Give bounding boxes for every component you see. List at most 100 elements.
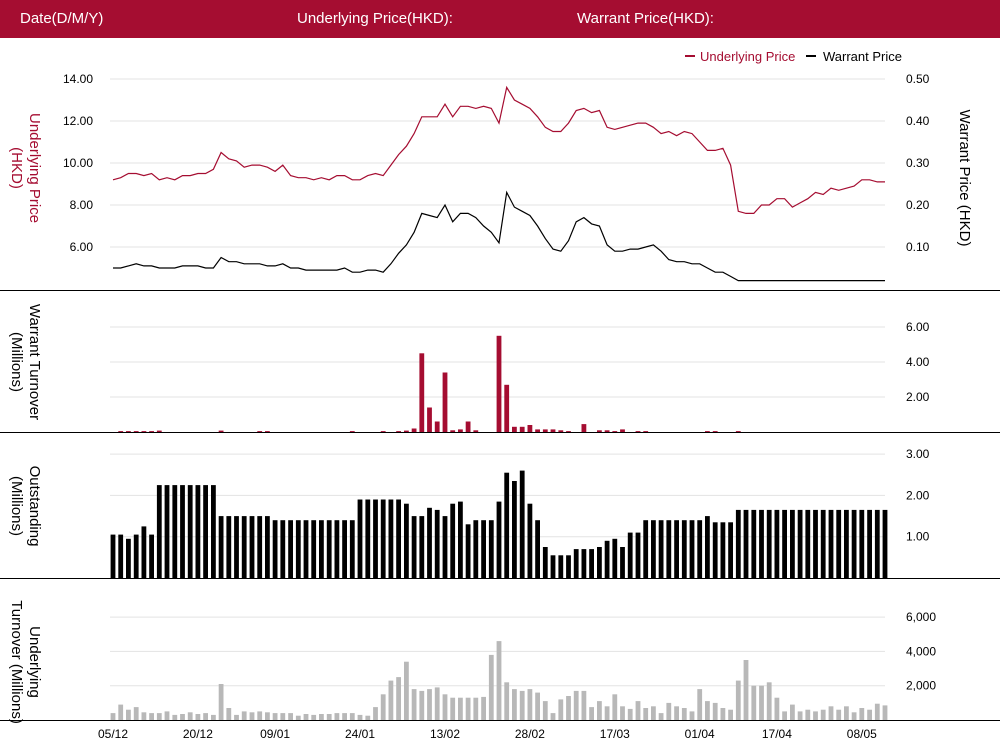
bar: [257, 516, 263, 578]
bar: [535, 520, 540, 578]
bar: [874, 509, 880, 578]
bar: [249, 516, 255, 578]
bar: [265, 516, 270, 578]
bar: [473, 430, 479, 433]
warrant-turnover-panel: 6.00 4.00 2.00 Warrant Turnover(Millions): [0, 304, 1000, 433]
bar: [365, 499, 371, 578]
bar: [550, 429, 556, 432]
bar: [442, 372, 448, 432]
bar: [172, 714, 178, 720]
header-underlying-label: Underlying Price(HKD):: [297, 10, 453, 27]
bar: [604, 706, 610, 720]
y-tick: 2.00: [906, 390, 930, 404]
bar: [195, 485, 201, 578]
bar: [512, 689, 517, 720]
bar: [241, 516, 247, 578]
bar: [326, 714, 332, 720]
bar: [450, 430, 456, 433]
bar: [735, 680, 741, 720]
bar: [187, 712, 193, 720]
bar: [334, 713, 340, 720]
bar: [697, 689, 703, 720]
bar: [813, 509, 818, 578]
bar: [396, 431, 401, 432]
bar: [566, 555, 571, 578]
bar: [342, 713, 347, 720]
bar: [164, 485, 170, 578]
bar: [651, 520, 656, 578]
bar: [635, 532, 641, 578]
bar: [450, 697, 456, 720]
bar: [666, 702, 672, 720]
bar: [380, 431, 386, 432]
header-date-label: Date(D/M/Y): [20, 10, 104, 27]
bar: [226, 516, 232, 578]
bar: [156, 485, 162, 578]
bar: [164, 711, 170, 720]
bar: [241, 711, 247, 720]
bar: [133, 707, 139, 720]
bar: [597, 547, 602, 578]
bar: [620, 547, 625, 578]
bar: [180, 485, 185, 578]
bar: [658, 713, 664, 720]
bar: [257, 431, 263, 432]
bar: [396, 499, 401, 578]
bar: [882, 509, 888, 578]
bar: [419, 690, 425, 720]
bar: [550, 555, 556, 578]
bar: [743, 660, 749, 720]
x-tick-label: 13/02: [430, 727, 460, 741]
bar: [411, 689, 417, 720]
bar: [481, 696, 486, 720]
bar: [249, 712, 255, 720]
y-tick: 3.00: [906, 447, 930, 461]
bar: [589, 707, 594, 720]
bar: [118, 704, 124, 720]
bar: [465, 421, 471, 432]
bar: [836, 709, 842, 720]
bar: [427, 507, 432, 578]
header-warrant-label: Warrant Price(HKD):: [577, 10, 714, 27]
bar: [388, 680, 394, 720]
bar: [234, 714, 239, 720]
bar: [712, 702, 718, 720]
bar: [797, 711, 803, 720]
bar: [712, 431, 718, 432]
x-tick-label: 01/04: [685, 727, 715, 741]
bar: [859, 509, 865, 578]
y-axis-title: Warrant Turnover: [26, 304, 43, 420]
bar: [774, 697, 780, 720]
bar: [620, 429, 625, 432]
bar: [635, 431, 641, 432]
bar: [187, 485, 193, 578]
bar: [797, 509, 803, 578]
bar: [627, 532, 633, 578]
bar: [782, 509, 787, 578]
outstanding-panel: 3.00 2.00 1.00 Outstanding(Millions): [0, 447, 1000, 579]
bar: [288, 520, 293, 578]
series-line-underlying: [112, 85, 885, 214]
bar: [766, 682, 772, 720]
y-tick-right: 0.10: [906, 240, 930, 254]
bar: [226, 708, 232, 720]
bar: [218, 516, 224, 578]
bar: [820, 509, 826, 578]
x-tick-label: 17/04: [762, 727, 792, 741]
bar: [203, 713, 208, 720]
bar: [411, 516, 417, 578]
bar: [612, 694, 618, 720]
bar: [357, 499, 363, 578]
y-axis-title-unit: Turnover (Millions): [8, 600, 25, 724]
bar: [442, 694, 448, 720]
bar: [373, 707, 378, 720]
bar: [681, 520, 687, 578]
bar: [280, 520, 286, 578]
bar: [211, 714, 216, 720]
x-tick-label: 20/12: [183, 727, 213, 741]
bar: [504, 682, 510, 720]
bar: [743, 509, 749, 578]
bar: [558, 430, 564, 433]
bar: [373, 499, 378, 578]
